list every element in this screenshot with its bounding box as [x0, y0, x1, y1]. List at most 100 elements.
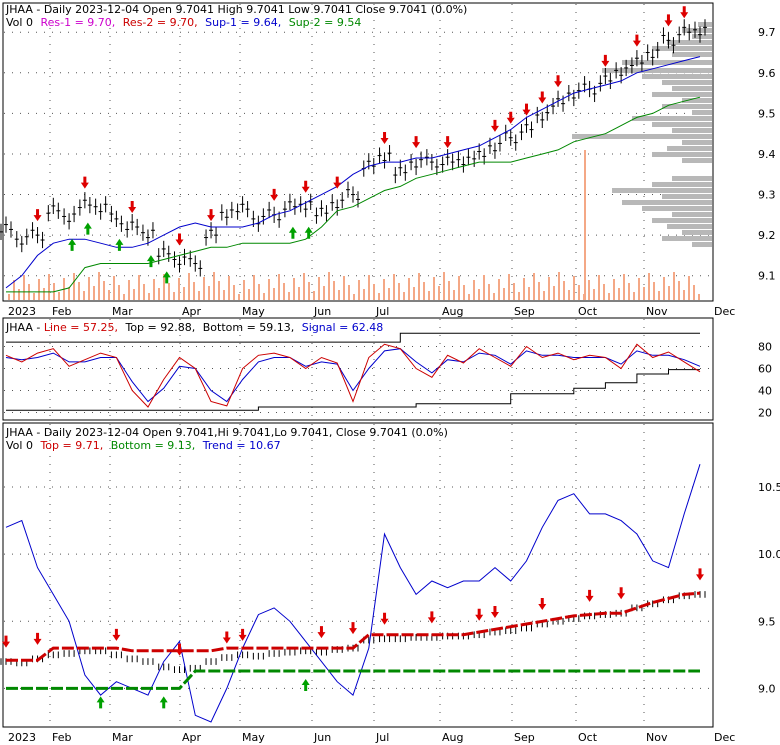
volume-bar [623, 274, 625, 300]
x-tick-label: May [242, 731, 265, 744]
x-tick-label: Mar [112, 305, 133, 318]
trend-top-label: Top = 9.71, [39, 439, 103, 452]
volume-bar [43, 288, 45, 300]
trend-sell-arrow [175, 643, 184, 656]
x-tick-label: Sep [514, 305, 535, 318]
trend-bottom-label: Bottom = 9.13, [111, 439, 196, 452]
volume-bar [473, 280, 475, 300]
y-tick-label: 10.0 [758, 548, 780, 561]
x-tick-label: Sep [514, 731, 535, 744]
x-tick-label: Feb [52, 305, 71, 318]
volume-bar [403, 292, 405, 300]
volume-profile-bar [682, 98, 712, 103]
grid [4, 4, 712, 726]
volume-bar [418, 273, 420, 300]
volume-profile-bar [682, 140, 712, 145]
volume-bar [228, 276, 230, 300]
volume-bar [313, 291, 315, 300]
sell-arrow [128, 201, 137, 214]
volume-bar [78, 282, 80, 300]
volume-bar [93, 286, 95, 300]
volume-bar [283, 283, 285, 300]
price-header-line2: Vol 0 Res-1 = 9.70, Res-2 = 9.70, Sup-1 … [6, 16, 361, 29]
sell-arrow [538, 91, 547, 104]
volume-bar [238, 294, 240, 300]
trend-header-line1: JHAA - Daily 2023-12-04 Open 9.7041,Hi 9… [5, 426, 448, 439]
volume-bar [188, 273, 190, 300]
trend-sell-arrow [475, 608, 484, 621]
buy-arrow [146, 255, 155, 268]
volume-bar [38, 279, 40, 300]
volume-bar [393, 274, 395, 300]
y-tick-label: 20 [758, 407, 772, 420]
volume-bar [358, 280, 360, 300]
bottom-line [6, 669, 700, 690]
volume-profile-bar [622, 200, 712, 205]
volume-profile-bar [672, 212, 712, 217]
trend-sell-arrow [617, 587, 626, 600]
trend-sell-arrow [317, 626, 326, 639]
axis-ticks: 9.7 9.6 9.5 9.4 9.3 9.2 9.1 80 60 40 20 10.5 10.0 9.5… [8, 26, 780, 744]
top-line [6, 591, 701, 662]
volume-bar [618, 288, 620, 300]
volume-bar [363, 289, 365, 300]
y-tick-label: 9.7 [758, 26, 776, 39]
y-tick-label: 9.2 [758, 229, 776, 242]
volume-bar [248, 289, 250, 300]
volume-bar [158, 288, 160, 300]
volume-profile-bar [672, 86, 712, 91]
volume-bar [48, 274, 50, 300]
trend-buy-arrow [301, 678, 310, 691]
volume-bar [123, 294, 125, 300]
volume-profile-bar [642, 206, 712, 211]
y-tick-label: 9.3 [758, 189, 776, 202]
volume-bar [603, 284, 605, 300]
sell-arrow [207, 209, 216, 222]
x-tick-label: Jun [313, 731, 331, 744]
x-tick-label: Jul [375, 305, 389, 318]
volume-bar [353, 294, 355, 300]
buy-arrow [162, 271, 171, 284]
volume-bar [578, 285, 580, 300]
volume-profile-bar [652, 152, 712, 157]
volume-bar [288, 292, 290, 300]
sell-arrow [506, 111, 515, 124]
volume-bar [428, 291, 430, 300]
volume-bar [648, 273, 650, 300]
volume-bar [673, 272, 675, 300]
volume-bar [538, 282, 540, 300]
price-header-line1: JHAA - Daily 2023-12-04 Open 9.7041 High… [5, 3, 467, 16]
y-tick-label: 10.5 [758, 481, 780, 494]
price-signal-arrows [33, 6, 689, 284]
volume-bar [508, 274, 510, 300]
volume-bar [458, 276, 460, 300]
volume-bar [163, 274, 165, 300]
volume-bar [588, 280, 590, 300]
x-tick-label: 2023 [8, 305, 36, 318]
sell-arrow [554, 75, 563, 88]
buy-arrow [288, 226, 297, 239]
volume-bar [433, 277, 435, 300]
sell-arrow [680, 6, 689, 19]
volume-bar [18, 289, 20, 300]
volume-bar [533, 273, 535, 300]
volume-bar [233, 285, 235, 300]
x-tick-label: Jun [313, 305, 331, 318]
sell-arrow [301, 180, 310, 193]
volume-bar [118, 285, 120, 300]
volume-profile-bar [667, 40, 712, 45]
volume-profile-bar [667, 146, 712, 151]
volume-bar [108, 290, 110, 300]
volume-profile-bar [667, 224, 712, 229]
volume-bar [133, 289, 135, 300]
volume-bar [113, 276, 115, 300]
volume-bar [683, 290, 685, 300]
x-tick-label: Oct [578, 305, 598, 318]
volume-profile-bar [662, 104, 712, 109]
volume-bar [333, 281, 335, 300]
y-tick-label: 60 [758, 363, 772, 376]
indicator-signal-line [5, 348, 701, 403]
sell-arrow [490, 119, 499, 132]
volume-bar [138, 275, 140, 300]
volume-bar [143, 284, 145, 300]
